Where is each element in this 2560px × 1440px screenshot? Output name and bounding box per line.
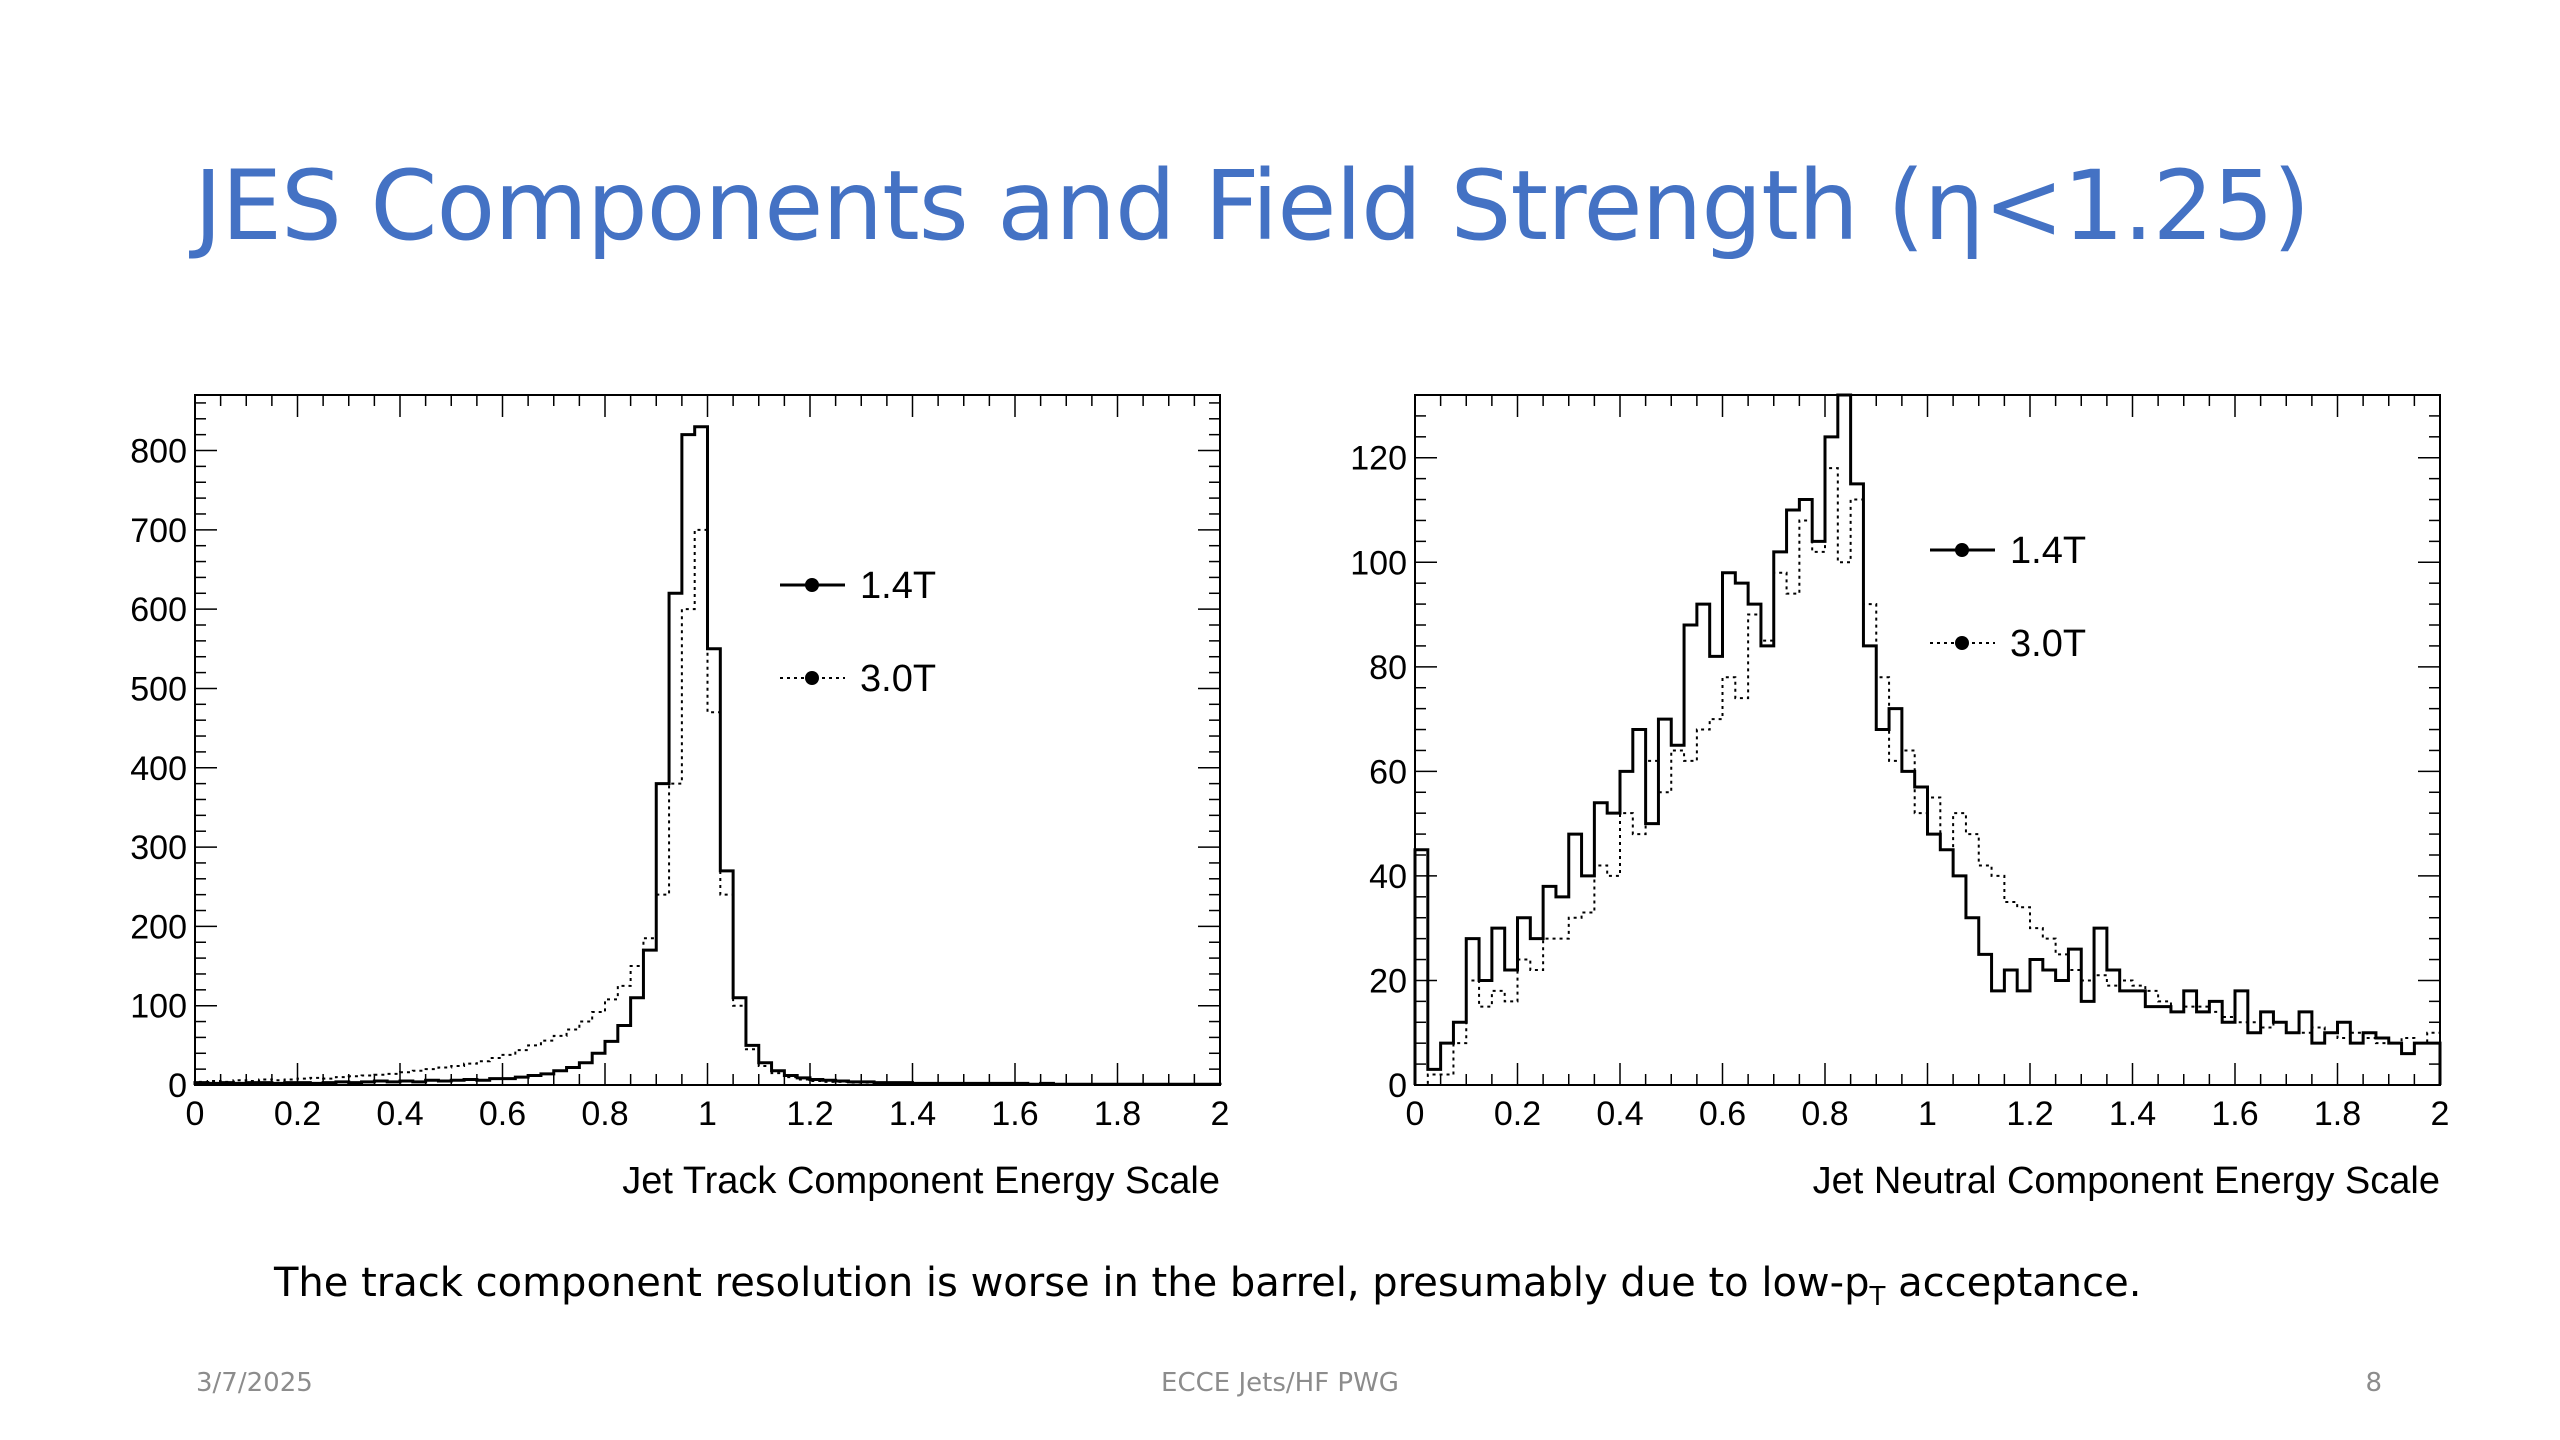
y-tick-label: 60 — [1369, 753, 1407, 791]
y-tick-label: 0 — [1388, 1067, 1407, 1105]
caption-main: The track component resolution is worse … — [274, 1260, 1870, 1306]
x-tick-label: 2 — [1211, 1095, 1230, 1133]
y-tick-label: 120 — [1350, 440, 1407, 478]
x-tick-label: 1.6 — [991, 1095, 1038, 1133]
y-tick-label: 700 — [130, 512, 187, 550]
footer-page-number: 8 — [2365, 1368, 2382, 1398]
x-tick-label: 1.8 — [1094, 1095, 1141, 1133]
y-tick-label: 200 — [130, 908, 187, 946]
y-tick-label: 300 — [130, 829, 187, 867]
legend-marker-1-4T — [1955, 543, 1969, 557]
x-tick-label: 1.2 — [2006, 1095, 2053, 1133]
y-tick-label: 100 — [130, 988, 187, 1026]
x-axis-label: Jet Neutral Component Energy Scale — [1813, 1160, 2440, 1202]
y-tick-label: 40 — [1369, 858, 1407, 896]
slide-caption: The track component resolution is worse … — [274, 1260, 2141, 1312]
x-tick-label: 1.6 — [2211, 1095, 2258, 1133]
slide-title: JES Components and Field Strength (η<1.2… — [194, 150, 2310, 262]
y-tick-label: 600 — [130, 591, 187, 629]
y-tick-label: 100 — [1350, 544, 1407, 582]
x-tick-label: 1.8 — [2314, 1095, 2361, 1133]
legend-marker-1-4T — [805, 578, 819, 592]
series-1-4T-line — [1413, 393, 2442, 1085]
y-tick-label: 500 — [130, 670, 187, 708]
footer-center-text: ECCE Jets/HF PWG — [1161, 1368, 1399, 1398]
legend-label-3-0T: 3.0T — [2010, 623, 2086, 665]
series-3-0T-line — [194, 528, 1221, 1086]
x-tick-label: 1 — [698, 1095, 717, 1133]
x-tick-label: 0.4 — [1596, 1095, 1643, 1133]
x-tick-label: 1.4 — [2109, 1095, 2156, 1133]
plot-frame — [1414, 394, 2441, 1086]
series-1-4T-line — [193, 425, 1222, 1086]
legend-marker-3-0T — [805, 671, 819, 685]
legend-label-1-4T: 1.4T — [2010, 530, 2086, 572]
x-tick-label: 0.2 — [1494, 1095, 1541, 1133]
x-tick-label: 0.4 — [376, 1095, 423, 1133]
footer-date: 3/7/2025 — [196, 1368, 313, 1398]
neutral-component-histogram: 0 0.2 0.4 0.6 0.8 1 1.2 1.4 1.6 1.8 2 0 20 40 60 80 100 1… — [1300, 380, 2540, 1230]
x-tick-label: 2 — [2431, 1095, 2450, 1133]
x-tick-label: 0 — [1406, 1095, 1425, 1133]
legend-marker-3-0T — [1955, 636, 1969, 650]
x-tick-label: 1.2 — [786, 1095, 833, 1133]
track-component-histogram: 0 0.2 0.4 0.6 0.8 1 1.2 1.4 1.6 1.8 2 0 100 200 300 400… — [80, 380, 1320, 1230]
y-tick-label: 80 — [1369, 649, 1407, 687]
caption-end: acceptance. — [1885, 1260, 2142, 1306]
x-tick-label: 0.8 — [1801, 1095, 1848, 1133]
series-3-0T-line — [1415, 467, 2441, 1086]
x-tick-label: 0.6 — [479, 1095, 526, 1133]
x-axis-label: Jet Track Component Energy Scale — [622, 1160, 1220, 1202]
y-tick-label: 800 — [130, 433, 187, 471]
x-tick-label: 0.2 — [274, 1095, 321, 1133]
x-tick-label: 1 — [1918, 1095, 1937, 1133]
y-tick-label: 0 — [168, 1067, 187, 1105]
track-component-plot-svg: 0 0.2 0.4 0.6 0.8 1 1.2 1.4 1.6 1.8 2 0 100 200 300 400… — [130, 394, 1230, 1202]
y-tick-label: 20 — [1369, 962, 1407, 1000]
x-tick-label: 0.6 — [1699, 1095, 1746, 1133]
x-tick-label: 1.4 — [889, 1095, 936, 1133]
legend-label-3-0T: 3.0T — [860, 658, 936, 700]
x-tick-label: 0.8 — [581, 1095, 628, 1133]
caption-subscript: T — [1869, 1282, 1886, 1312]
neutral-component-plot-svg: 0 0.2 0.4 0.6 0.8 1 1.2 1.4 1.6 1.8 20204060801001… — [1350, 393, 2450, 1202]
legend-label-1-4T: 1.4T — [860, 565, 936, 607]
x-tick-label: 0 — [186, 1095, 205, 1133]
y-tick-label: 400 — [130, 750, 187, 788]
